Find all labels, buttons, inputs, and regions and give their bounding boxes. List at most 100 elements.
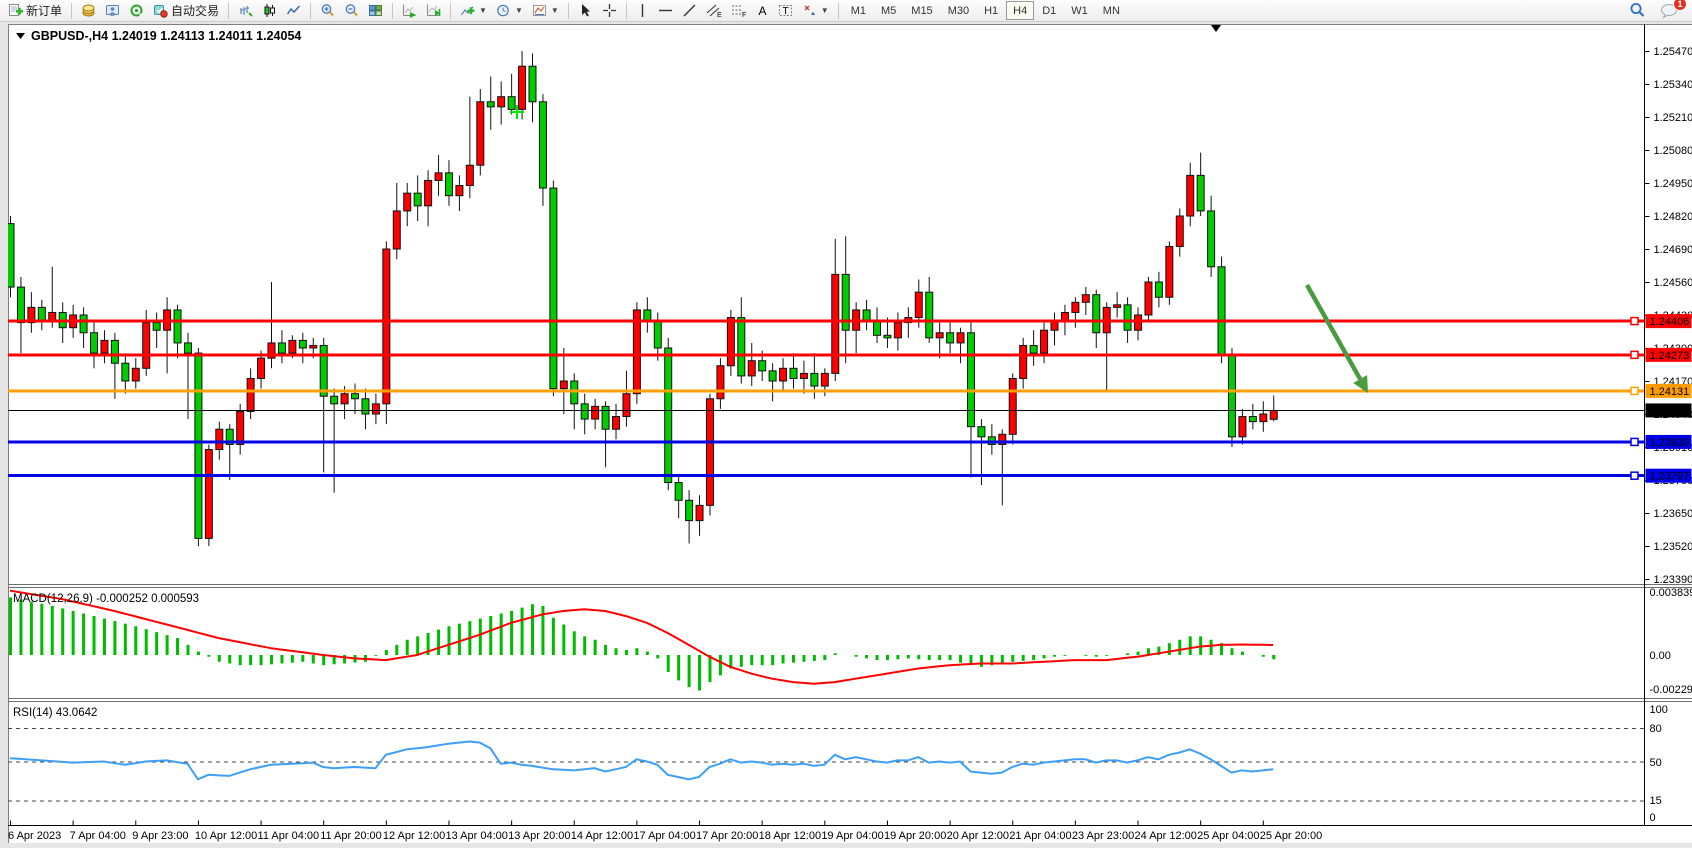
candle [1176, 216, 1183, 246]
timeframe-button-H1[interactable]: H1 [977, 1, 1005, 20]
candle [341, 394, 348, 404]
time-tick-label: 23 Apr 23:00 [1072, 830, 1134, 842]
connection-button[interactable] [125, 0, 148, 21]
timeframe-button-M30[interactable]: M30 [941, 1, 976, 20]
chat-button[interactable]: 1 [1656, 0, 1682, 21]
timeframe-button-MN[interactable]: MN [1096, 1, 1127, 20]
timeframe-button-H4[interactable]: H4 [1006, 1, 1034, 20]
rsi-line [10, 742, 1273, 780]
price-tick-label: 1.25470 [1654, 46, 1692, 58]
tile-windows-button[interactable] [364, 0, 387, 21]
candle [519, 66, 526, 109]
candlestick-chart-button[interactable] [258, 0, 281, 21]
candle [811, 373, 818, 386]
autotrading-button[interactable]: 自动交易 [149, 0, 223, 21]
candle [936, 333, 943, 338]
candle [727, 318, 734, 366]
separator [626, 3, 627, 19]
autotrading-icon [153, 3, 168, 18]
time-tick-label: 10 Apr 12:00 [195, 830, 257, 842]
price-tick-label: 1.25210 [1654, 112, 1692, 124]
candle [696, 505, 703, 520]
macd-signal-line [10, 591, 1273, 684]
candlestick-chart-icon [262, 3, 277, 18]
zoom-out-button[interactable] [340, 0, 363, 21]
rsi-label: RSI(14) 43.0642 [13, 707, 97, 719]
candle [1093, 295, 1100, 333]
timeframe-button-M5[interactable]: M5 [874, 1, 903, 20]
text-button[interactable]: A [752, 0, 773, 21]
candle [613, 417, 620, 430]
candle [790, 368, 797, 378]
chart-shift-button[interactable] [422, 0, 445, 21]
price-tick-label: 1.23520 [1654, 541, 1692, 553]
candle [404, 193, 411, 211]
candle [216, 429, 223, 449]
search-button[interactable] [1625, 0, 1650, 21]
new-order-button[interactable]: 新订单 [4, 0, 66, 21]
timeframe-button-M1[interactable]: M1 [844, 1, 873, 20]
tile-windows-icon [368, 3, 383, 18]
horizontal-line-button[interactable] [654, 0, 677, 21]
time-tick-label: 17 Apr 04:00 [633, 830, 695, 842]
line-handle[interactable] [1631, 318, 1638, 325]
cursor-button[interactable] [574, 0, 597, 21]
line-handle[interactable] [1631, 351, 1638, 358]
candle [529, 66, 536, 102]
macd-label: MACD(12,26,9) -0.000252 0.000593 [13, 593, 199, 605]
line-chart-icon [286, 3, 301, 18]
auto-scroll-icon [402, 3, 417, 18]
trendline-icon [682, 3, 697, 18]
crosshair-button[interactable] [598, 0, 621, 21]
bar-chart-button[interactable] [234, 0, 257, 21]
one-click-trading-arrow[interactable] [16, 33, 25, 39]
time-tick-label: 14 Apr 12:00 [571, 830, 633, 842]
trend-arrow[interactable] [1307, 285, 1360, 379]
search-icon [1629, 2, 1646, 19]
timeframe-button-M15[interactable]: M15 [904, 1, 939, 20]
candle [1239, 417, 1246, 437]
notification-badge: 1 [1673, 0, 1687, 11]
text-label-button[interactable]: T [774, 0, 797, 21]
candle [1020, 345, 1027, 378]
chevron-down-icon: ▼ [821, 6, 829, 15]
periods-button[interactable]: ▼ [492, 0, 527, 21]
candle [278, 343, 285, 353]
coins-button[interactable] [77, 0, 100, 21]
candle [654, 320, 661, 348]
candle [299, 340, 306, 348]
arrows-button[interactable]: ▼ [798, 0, 833, 21]
timeframe-button-D1[interactable]: D1 [1035, 1, 1063, 20]
line-handle[interactable] [1631, 472, 1638, 479]
line-handle[interactable] [1631, 387, 1638, 394]
profile-button[interactable] [101, 0, 124, 21]
rsi-scale-label: 15 [1650, 795, 1662, 807]
candle [759, 361, 766, 371]
templates-button[interactable]: ▼ [528, 0, 563, 21]
vertical-line-button[interactable] [632, 0, 653, 21]
price-tick-label: 1.24950 [1654, 178, 1692, 190]
line-chart-button[interactable] [282, 0, 305, 21]
fibonacci-button[interactable]: F [727, 0, 751, 21]
price-tick-label: 1.25340 [1654, 79, 1692, 91]
equidistant-channel-button[interactable]: E [702, 0, 726, 21]
svg-text:A: A [758, 4, 766, 18]
indicators-button[interactable]: ▼ [456, 0, 491, 21]
candle [237, 411, 244, 444]
trendline-button[interactable] [678, 0, 701, 21]
timeframe-button-W1[interactable]: W1 [1064, 1, 1095, 20]
price-chart-svg[interactable]: 1.254701.253401.252101.250801.249501.248… [8, 24, 1692, 843]
candle [508, 97, 515, 110]
candle [675, 483, 682, 501]
chart-shift-marker[interactable] [1211, 25, 1221, 32]
candle [1009, 378, 1016, 434]
candle [184, 343, 191, 353]
svg-text:E: E [717, 12, 722, 18]
auto-scroll-button[interactable] [398, 0, 421, 21]
line-handle[interactable] [1631, 438, 1638, 445]
candle [748, 361, 755, 376]
zoom-in-button[interactable] [316, 0, 339, 21]
candle [383, 249, 390, 404]
